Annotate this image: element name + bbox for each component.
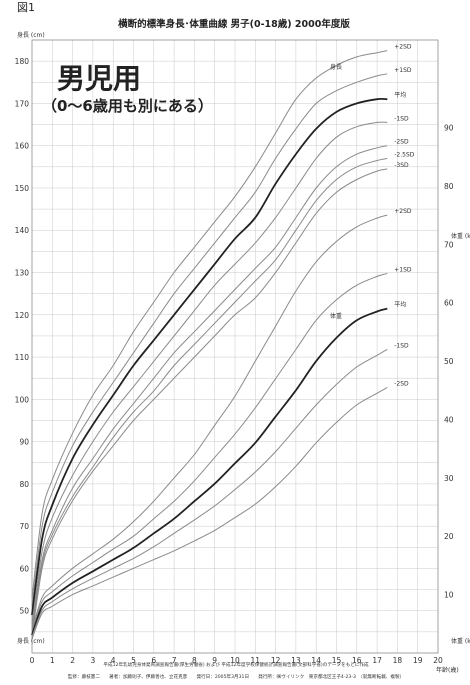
grid-lines <box>31 39 439 654</box>
x-tick-label: 10 <box>230 656 240 665</box>
weight-curve-label: +2SD <box>394 208 412 215</box>
x-tick-label: 2 <box>70 656 75 665</box>
x-tick-label: 0 <box>30 656 35 665</box>
left-tick-label: 80 <box>19 480 29 489</box>
x-tick-label: 6 <box>151 656 156 665</box>
overlay-heading: 男児用 <box>57 62 141 95</box>
weight-curve <box>31 214 388 630</box>
height-curve <box>31 168 388 637</box>
x-tick-label: 12 <box>271 656 281 665</box>
x-tick-label: 18 <box>393 656 403 665</box>
height-curve-label: -2.5SD <box>394 151 415 158</box>
plot-frame <box>31 39 439 654</box>
right-axis-label-bottom: 体重 (kg) <box>451 637 470 645</box>
height-curve-label: -3SD <box>394 162 409 169</box>
x-tick-label: 3 <box>91 656 96 665</box>
height-curve-label: -1SD <box>394 115 409 122</box>
left-tick-label: 100 <box>15 395 30 404</box>
left-tick-label: 180 <box>15 57 30 66</box>
left-tick-label: 70 <box>19 522 29 531</box>
right-tick-label: 80 <box>444 182 454 191</box>
x-tick-label: 20 <box>433 656 443 665</box>
right-tick-label: 70 <box>444 240 454 249</box>
x-tick-label: 19 <box>413 656 423 665</box>
weight-curve-label: -2SD <box>394 380 409 387</box>
axis-ticks: 0 1 2 3 4 5 6 7 8 9 10 11 12 13 14 15 16 17 18 19 2050607080… <box>15 57 454 665</box>
chart-title: 横断的標準身長･体重曲線 男子(0-18歳) 2000年度版 <box>118 18 350 30</box>
weight-curve-label: 平均 <box>394 301 406 309</box>
footer-source: 平成12年乳幼児身体発育調査報告書(厚生労働省) および 平成12年度学校保健統… <box>103 661 369 668</box>
x-axis-label: 年齢(歳) <box>436 666 459 674</box>
left-tick-label: 140 <box>15 226 30 235</box>
height-curve-label: -2SD <box>394 139 409 146</box>
left-tick-label: 170 <box>15 99 30 108</box>
height-curve <box>31 73 388 607</box>
x-tick-label: 5 <box>131 656 136 665</box>
right-tick-label: 30 <box>444 474 454 483</box>
left-tick-label: 120 <box>15 311 30 320</box>
right-axis-label-top: 体重 (kg) <box>451 232 470 240</box>
x-tick-label: 7 <box>172 656 177 665</box>
weight-curve <box>31 348 388 637</box>
left-tick-label: 110 <box>15 353 30 362</box>
height-curve-label: 平均 <box>394 91 406 99</box>
left-tick-label: 160 <box>15 142 30 151</box>
x-tick-label: 17 <box>372 656 382 665</box>
right-tick-label: 20 <box>444 532 454 541</box>
right-tick-label: 90 <box>444 124 454 133</box>
height-curve <box>31 145 388 628</box>
x-tick-label: 8 <box>192 656 197 665</box>
x-tick-label: 9 <box>212 656 217 665</box>
height-curve-label: +2SD <box>394 44 412 51</box>
left-axis-label-bottom: 身長 (cm) <box>17 637 45 645</box>
curves: +2SD +1SD 平均 -1SD -2SD -2.5SD -3SD +2SD +1SD 平均 -1… <box>31 44 415 640</box>
height-curve <box>31 121 388 624</box>
x-tick-label: 11 <box>251 656 261 665</box>
height-curve-label: +1SD <box>394 67 412 74</box>
right-tick-label: 40 <box>444 415 454 424</box>
figure-label: 図1 <box>17 1 35 14</box>
left-tick-label: 50 <box>19 607 29 616</box>
right-tick-label: 60 <box>444 299 454 308</box>
overlay-subheading: （0〜6歳用も別にある） <box>42 97 213 115</box>
height-curve <box>31 50 388 599</box>
left-tick-label: 150 <box>15 184 30 193</box>
x-tick-label: 4 <box>111 656 116 665</box>
left-axis-label-top: 身長 (cm) <box>17 31 45 39</box>
weight-curve <box>31 273 388 633</box>
right-tick-label: 50 <box>444 357 454 366</box>
x-tick-label: 13 <box>291 656 301 665</box>
weight-curve <box>31 386 388 640</box>
height-curve <box>31 97 388 616</box>
footer-credits: 監修：藤枝憲二 著者：加藤則子、伊藤善也、立花克彦 発行日：2005年3月31日… <box>68 673 404 680</box>
x-tick-label: 1 <box>50 656 55 665</box>
weight-group-label: 体重 <box>330 312 342 320</box>
x-tick-label: 14 <box>311 656 321 665</box>
height-curve <box>31 157 388 632</box>
x-tick-label: 16 <box>352 656 362 665</box>
weight-curve-label: +1SD <box>394 267 412 274</box>
left-tick-label: 60 <box>19 564 29 573</box>
left-tick-label: 90 <box>19 438 29 447</box>
weight-curve <box>31 307 388 636</box>
left-tick-label: 130 <box>15 269 30 278</box>
x-tick-label: 15 <box>332 656 342 665</box>
right-tick-label: 10 <box>444 591 454 600</box>
height-group-label: 身長 <box>330 63 342 71</box>
weight-curve-label: -1SD <box>394 342 409 349</box>
